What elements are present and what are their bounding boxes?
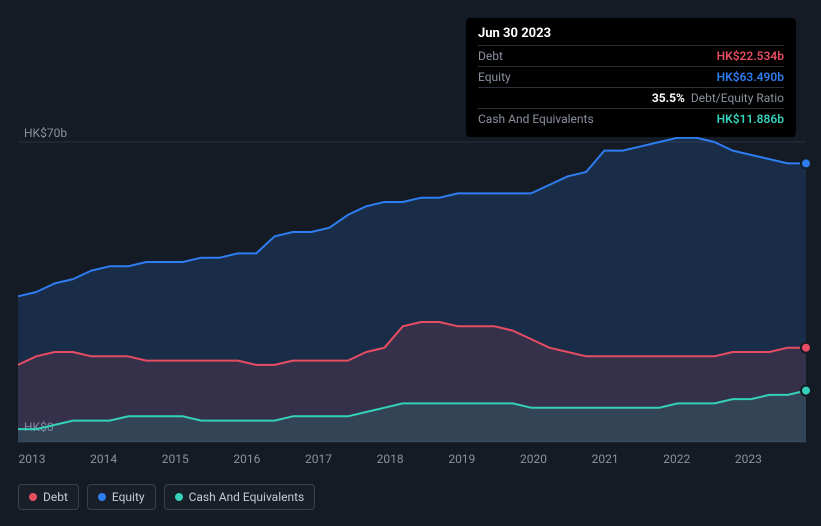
tooltip-row-cash: Cash And Equivalents HK$11.886b <box>478 108 784 129</box>
tooltip-row-equity: Equity HK$63.490b <box>478 66 784 87</box>
tooltip-label-cash: Cash And Equivalents <box>478 112 594 126</box>
legend-item-cash[interactable]: Cash And Equivalents <box>164 484 316 510</box>
legend-label: Equity <box>112 490 145 504</box>
tooltip-date: Jun 30 2023 <box>478 26 784 41</box>
legend-item-equity[interactable]: Equity <box>87 484 156 510</box>
tooltip-row-ratio: 35.5% Debt/Equity Ratio <box>478 87 784 108</box>
x-axis-tick: 2014 <box>90 452 117 466</box>
tooltip-row-debt: Debt HK$22.534b <box>478 45 784 66</box>
tooltip-value-debt: HK$22.534b <box>717 49 784 63</box>
legend-dot-icon <box>98 493 106 501</box>
legend: Debt Equity Cash And Equivalents <box>18 484 315 510</box>
tooltip-value-cash: HK$11.886b <box>717 112 784 126</box>
x-axis-tick: 2023 <box>735 452 762 466</box>
tooltip-value-equity: HK$63.490b <box>717 70 784 84</box>
legend-label: Debt <box>43 490 68 504</box>
x-axis-tick: 2017 <box>305 452 332 466</box>
legend-dot-icon <box>175 493 183 501</box>
x-axis-tick: 2015 <box>162 452 189 466</box>
tooltip-ratio-value: 35.5% <box>652 91 685 105</box>
legend-dot-icon <box>29 493 37 501</box>
tooltip: Jun 30 2023 Debt HK$22.534b Equity HK$63… <box>466 18 796 137</box>
legend-label: Cash And Equivalents <box>189 490 305 504</box>
series-end-dot-cash[interactable] <box>801 386 811 396</box>
series-end-dot-debt[interactable] <box>801 343 811 353</box>
series-end-dot-equity[interactable] <box>801 158 811 168</box>
x-axis-tick: 2022 <box>663 452 690 466</box>
tooltip-ratio-label: Debt/Equity Ratio <box>691 91 784 105</box>
x-axis-tick: 2018 <box>377 452 404 466</box>
x-axis-tick: 2019 <box>448 452 475 466</box>
x-axis-tick: 2020 <box>520 452 547 466</box>
x-axis-tick: 2016 <box>233 452 260 466</box>
chart-container: HK$70b HK$0 2013201420152016201720182019… <box>0 0 821 526</box>
x-axis-tick: 2013 <box>19 452 46 466</box>
x-axis-tick: 2021 <box>592 452 619 466</box>
tooltip-label-equity: Equity <box>478 70 511 84</box>
legend-item-debt[interactable]: Debt <box>18 484 79 510</box>
tooltip-label-debt: Debt <box>478 49 503 63</box>
